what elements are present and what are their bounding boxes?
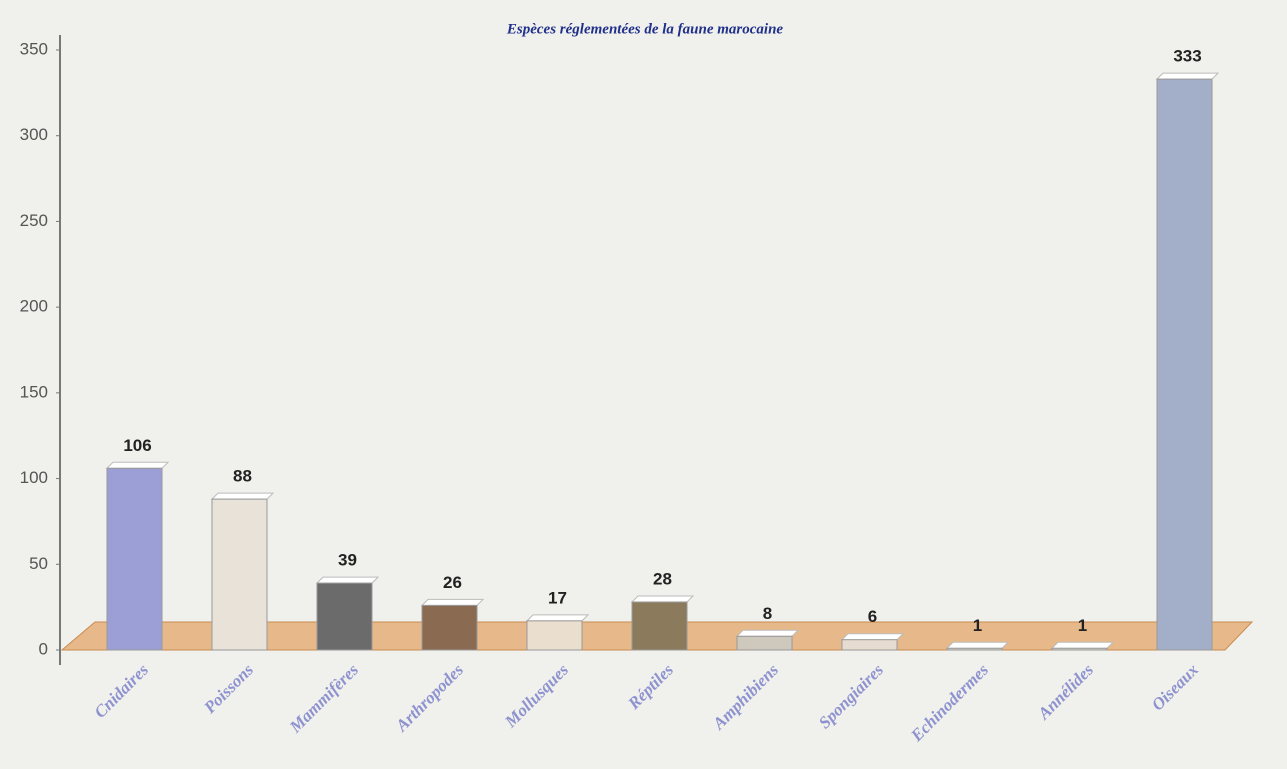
bar-top xyxy=(735,629,800,637)
value-label: 26 xyxy=(443,573,462,592)
bar-top xyxy=(1155,72,1220,80)
y-tick-label: 250 xyxy=(20,211,48,230)
bar xyxy=(421,604,478,651)
bar xyxy=(526,620,583,651)
bar xyxy=(211,498,268,651)
value-label: 106 xyxy=(123,436,151,455)
bar xyxy=(1051,647,1108,651)
y-tick-label: 150 xyxy=(20,382,48,401)
bar-top xyxy=(105,461,170,469)
bar xyxy=(106,467,163,651)
value-label: 17 xyxy=(548,588,567,607)
bar xyxy=(631,601,688,651)
bar-top xyxy=(840,633,905,641)
y-tick-label: 200 xyxy=(20,297,48,316)
value-label: 333 xyxy=(1173,47,1201,66)
y-tick-label: 300 xyxy=(20,125,48,144)
bar xyxy=(841,639,898,651)
chart-title: Espèces réglementées de la faune marocai… xyxy=(506,21,784,37)
value-label: 88 xyxy=(233,467,252,486)
bar xyxy=(736,635,793,651)
bar xyxy=(1156,78,1213,651)
bar-top xyxy=(210,492,275,500)
bar xyxy=(946,647,1003,651)
bar-top xyxy=(420,598,485,606)
bar-top xyxy=(630,595,695,603)
y-tick-label: 0 xyxy=(39,639,48,658)
value-label: 39 xyxy=(338,551,357,570)
y-tick-label: 50 xyxy=(29,554,48,573)
bar xyxy=(316,582,373,651)
bar-top xyxy=(315,576,380,584)
value-label: 8 xyxy=(763,604,772,623)
y-tick-label: 100 xyxy=(20,468,48,487)
value-label: 28 xyxy=(653,569,672,588)
value-label: 1 xyxy=(1078,616,1087,635)
y-tick-label: 350 xyxy=(20,39,48,58)
value-label: 6 xyxy=(868,607,877,626)
value-label: 1 xyxy=(973,616,982,635)
bar-top xyxy=(1050,641,1115,649)
bar-top xyxy=(525,614,590,622)
bar-top xyxy=(945,641,1010,649)
